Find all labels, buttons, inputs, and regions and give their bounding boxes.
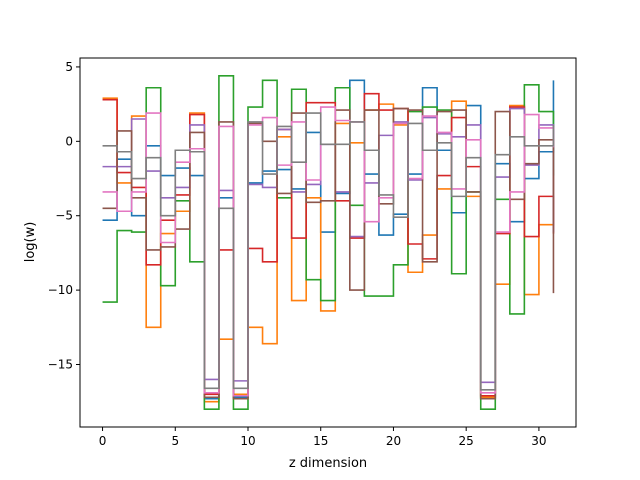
x-tick-label: 25: [459, 434, 474, 448]
y-tick-label: 0: [65, 134, 73, 148]
y-tick-label: −15: [48, 358, 73, 372]
series-line-8: [102, 112, 555, 391]
y-tick-label: −10: [48, 283, 73, 297]
x-axis-ticks: 0 5 10 15 20 25 30: [99, 427, 547, 448]
x-tick-label: 0: [99, 434, 107, 448]
x-tick-label: 10: [240, 434, 255, 448]
plot-area: [102, 75, 555, 410]
y-axis-ticks: 5 0 −5 −10 −15: [48, 60, 80, 372]
y-tick-label: 5: [65, 60, 73, 74]
y-axis-label: log(w): [23, 222, 38, 263]
x-axis-label: z dimension: [289, 456, 367, 471]
x-tick-label: 15: [313, 434, 328, 448]
axes-frame: [79, 57, 577, 428]
x-tick-label: 30: [531, 434, 546, 448]
x-tick-label: 5: [171, 434, 179, 448]
y-tick-label: −5: [55, 209, 73, 223]
x-tick-label: 20: [386, 434, 401, 448]
